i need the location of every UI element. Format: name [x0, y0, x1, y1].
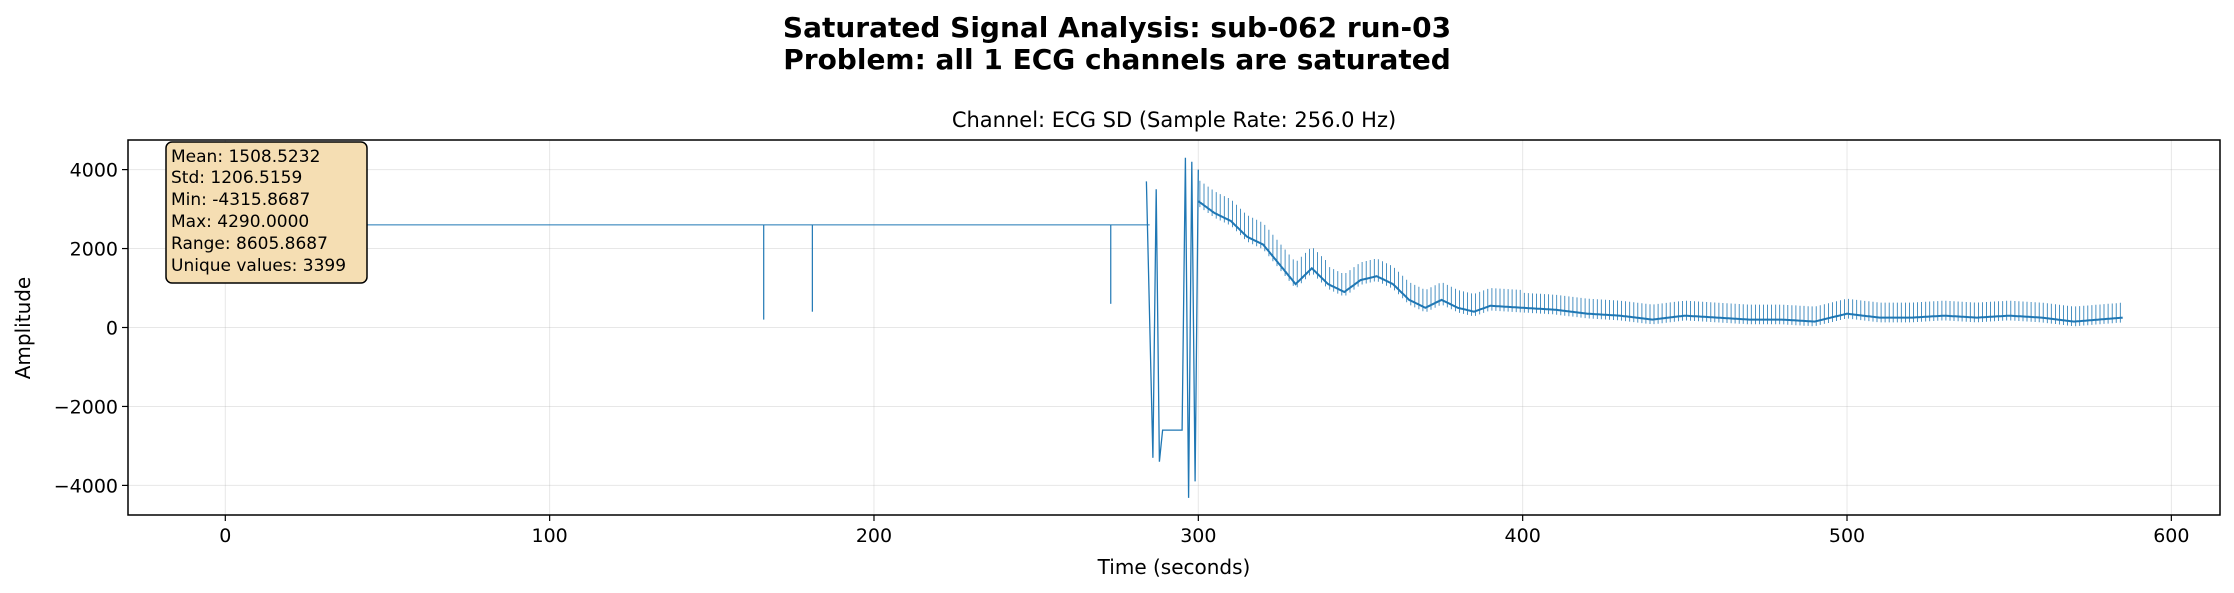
y-ticks: −4000 −2000 0 2000 4000 [54, 160, 128, 497]
figure-title-line2: Problem: all 1 ECG channels are saturate… [783, 43, 1451, 76]
x-tick-label-300: 300 [1180, 525, 1216, 547]
y-tick-label-0: 0 [106, 318, 118, 340]
chart-title: Channel: ECG SD (Sample Rate: 256.0 Hz) [952, 108, 1396, 132]
stat-min: Min: -4315.8687 [171, 190, 310, 210]
grid [128, 140, 2220, 515]
x-tick-label-600: 600 [2153, 525, 2189, 547]
figure-title-line1: Saturated Signal Analysis: sub-062 run-0… [783, 11, 1451, 44]
stat-mean: Mean: 1508.5232 [171, 147, 320, 167]
stat-range: Range: 8605.8687 [171, 234, 328, 254]
x-ticks: 0 100 200 300 400 500 600 [219, 515, 2189, 547]
x-tick-label-400: 400 [1505, 525, 1541, 547]
stat-unique-values: Unique values: 3399 [171, 256, 346, 276]
plot-area [225, 157, 2123, 498]
x-tick-label-500: 500 [1829, 525, 1865, 547]
series-beat-spikes [1199, 180, 2121, 327]
y-tick-label-4000: 4000 [70, 160, 118, 182]
y-tick-label--4000: −4000 [54, 475, 118, 497]
y-tick-label-2000: 2000 [70, 239, 118, 261]
series-decay-trend [1197, 200, 2123, 323]
stat-max: Max: 4290.0000 [171, 212, 309, 232]
x-tick-label-200: 200 [856, 525, 892, 547]
x-tick-label-100: 100 [532, 525, 568, 547]
series-saturation [1145, 157, 1199, 498]
x-axis-label: Time (seconds) [1097, 555, 1251, 579]
x-tick-label-0: 0 [219, 525, 231, 547]
y-axis-label: Amplitude [11, 277, 35, 380]
stats-box-frame [165, 141, 368, 284]
stats-box: Mean: 1508.5232 Std: 1206.5159 Min: -431… [165, 141, 368, 284]
stat-std: Std: 1206.5159 [171, 168, 302, 188]
y-tick-label--2000: −2000 [54, 396, 118, 418]
